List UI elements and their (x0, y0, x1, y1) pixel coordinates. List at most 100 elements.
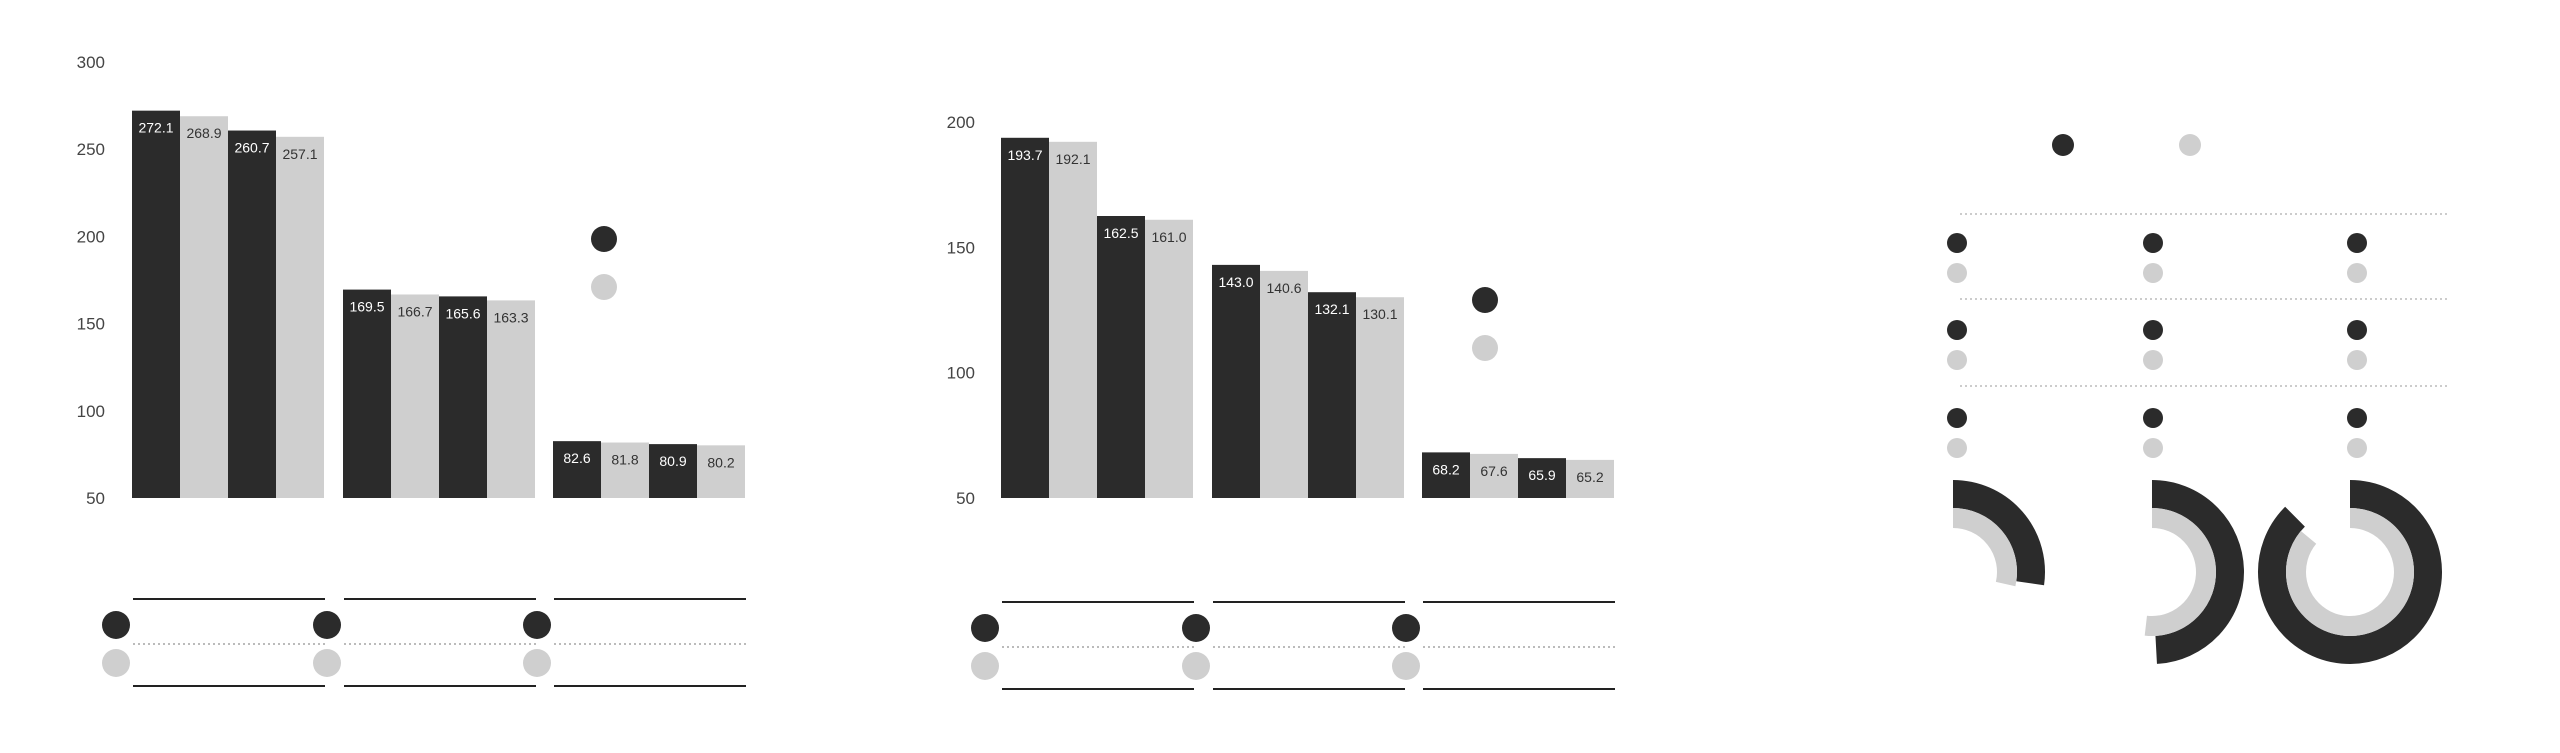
donut-prov1-spin-arc (1952, 508, 2017, 587)
prov1-dot (2143, 350, 2163, 370)
prov1-dot (2347, 438, 2367, 458)
bar-sugar-total (132, 110, 180, 499)
legend-prov1-dot (591, 274, 617, 300)
y-tick-label: 150 (947, 238, 975, 257)
bar-value-label: 130.1 (1362, 306, 1397, 322)
legend-prov1-dot (2179, 134, 2201, 156)
bar-value-label: 143.0 (1218, 274, 1253, 290)
bar-value-label: 166.7 (397, 303, 432, 319)
prov1-dot (2143, 263, 2163, 283)
sugar-dot (2347, 233, 2367, 253)
bar-value-label: 268.9 (186, 125, 221, 141)
prov1-dot (2347, 263, 2367, 283)
bar-prov1-carry (697, 445, 745, 498)
bar-sugar-total (343, 289, 391, 498)
donut-prov1-spin-arc (2286, 508, 2414, 636)
sugar-dot (2143, 233, 2163, 253)
bar-value-label: 193.7 (1007, 147, 1042, 163)
bar-value-label: 272.1 (138, 120, 173, 136)
y-tick-label: 250 (77, 140, 105, 159)
sugar-dot (1947, 233, 1967, 253)
bar-value-label: 67.6 (1480, 463, 1507, 479)
donut-sugar-spin-arc (2151, 480, 2244, 664)
y-tick-label: 100 (947, 364, 975, 383)
sugar-dot (2347, 408, 2367, 428)
bar-value-label: 257.1 (282, 146, 317, 162)
y-tick-label: 200 (947, 113, 975, 132)
prov1-dot (1947, 438, 1967, 458)
prov1-dot (2347, 350, 2367, 370)
bar-value-label: 82.6 (563, 450, 590, 466)
y-tick-label: 200 (77, 227, 105, 246)
sugar-dot (971, 614, 999, 642)
bar-prov1-total (1470, 453, 1518, 498)
donut-sugar-spin-arc (2258, 480, 2442, 664)
prov1-dot (1947, 350, 1967, 370)
prov1-dot (1182, 652, 1210, 680)
bar-value-label: 169.5 (349, 299, 384, 315)
sugar-dot (523, 611, 551, 639)
donut-prov1-spin-arc (2144, 508, 2216, 636)
bar-value-label: 65.2 (1576, 469, 1603, 485)
sugar-dot (2347, 320, 2367, 340)
bar-value-label: 163.3 (493, 309, 528, 325)
prov1-dot (102, 649, 130, 677)
bar-prov1-total (1260, 270, 1308, 498)
bar-sugar-total (1422, 452, 1470, 498)
bar-prov1-carry (1145, 219, 1193, 498)
bar-value-label: 192.1 (1055, 151, 1090, 167)
legend-sugar-dot (1472, 287, 1498, 313)
prov1-dot (2143, 438, 2163, 458)
prov1-dot (313, 649, 341, 677)
bar-value-label: 80.2 (707, 454, 734, 470)
bar-sugar-total (1001, 137, 1049, 499)
prov1-dot (1392, 652, 1420, 680)
bar-sugar-carry (1518, 458, 1566, 498)
bar-prov1-total (180, 116, 228, 498)
bar-value-label: 161.0 (1151, 229, 1186, 245)
bar-value-label: 65.9 (1528, 467, 1555, 483)
bar-value-label: 165.6 (445, 305, 480, 321)
bar-prov1-total (601, 442, 649, 498)
sugar-dot (313, 611, 341, 639)
high-swing-speed-panel: 50 100 150 200 250 300 272.1 268.9 260.7 257.1 169… (77, 53, 746, 687)
bar-sugar-carry (228, 130, 276, 499)
bar-prov1-carry (276, 136, 324, 498)
prov1-dot (1947, 263, 1967, 283)
metrics-panel (1947, 134, 2450, 664)
bar-sugar-carry (649, 444, 697, 498)
bar-sugar-carry (1308, 292, 1356, 498)
y-tick-label: 300 (77, 53, 105, 72)
sugar-dot (102, 611, 130, 639)
bar-prov1-carry (487, 300, 535, 498)
bar-value-label: 162.5 (1103, 225, 1138, 241)
sugar-dot (1947, 320, 1967, 340)
bar-sugar-total (553, 441, 601, 498)
bar-value-label: 68.2 (1432, 461, 1459, 477)
bar-value-label: 80.9 (659, 453, 686, 469)
low-swing-speed-panel: 50 100 150 200 193.7 192.1 162.5 161.0 143.0 140.… (947, 113, 1615, 690)
legend-prov1-dot (1472, 335, 1498, 361)
bar-value-label: 140.6 (1266, 280, 1301, 296)
sugar-dot (1392, 614, 1420, 642)
sugar-dot (2143, 320, 2163, 340)
bar-prov1-total (1049, 141, 1097, 498)
prov1-dot (971, 652, 999, 680)
bar-prov1-carry (1356, 297, 1404, 498)
y-tick-label: 50 (86, 489, 105, 508)
sugar-dot (2143, 408, 2163, 428)
donut-sugar-spin-arc (1952, 480, 2045, 586)
bar-prov1-total (391, 294, 439, 498)
y-tick-label: 150 (77, 315, 105, 334)
legend-sugar-dot (591, 226, 617, 252)
bar-sugar-total (1212, 264, 1260, 498)
bar-value-label: 81.8 (611, 452, 638, 468)
bar-sugar-carry (439, 296, 487, 498)
y-tick-label: 50 (956, 489, 975, 508)
bar-prov1-carry (1566, 459, 1614, 498)
sugar-dot (1947, 408, 1967, 428)
sugar-dot (1182, 614, 1210, 642)
bar-value-label: 260.7 (234, 140, 269, 156)
prov1-dot (523, 649, 551, 677)
bar-value-label: 132.1 (1314, 301, 1349, 317)
